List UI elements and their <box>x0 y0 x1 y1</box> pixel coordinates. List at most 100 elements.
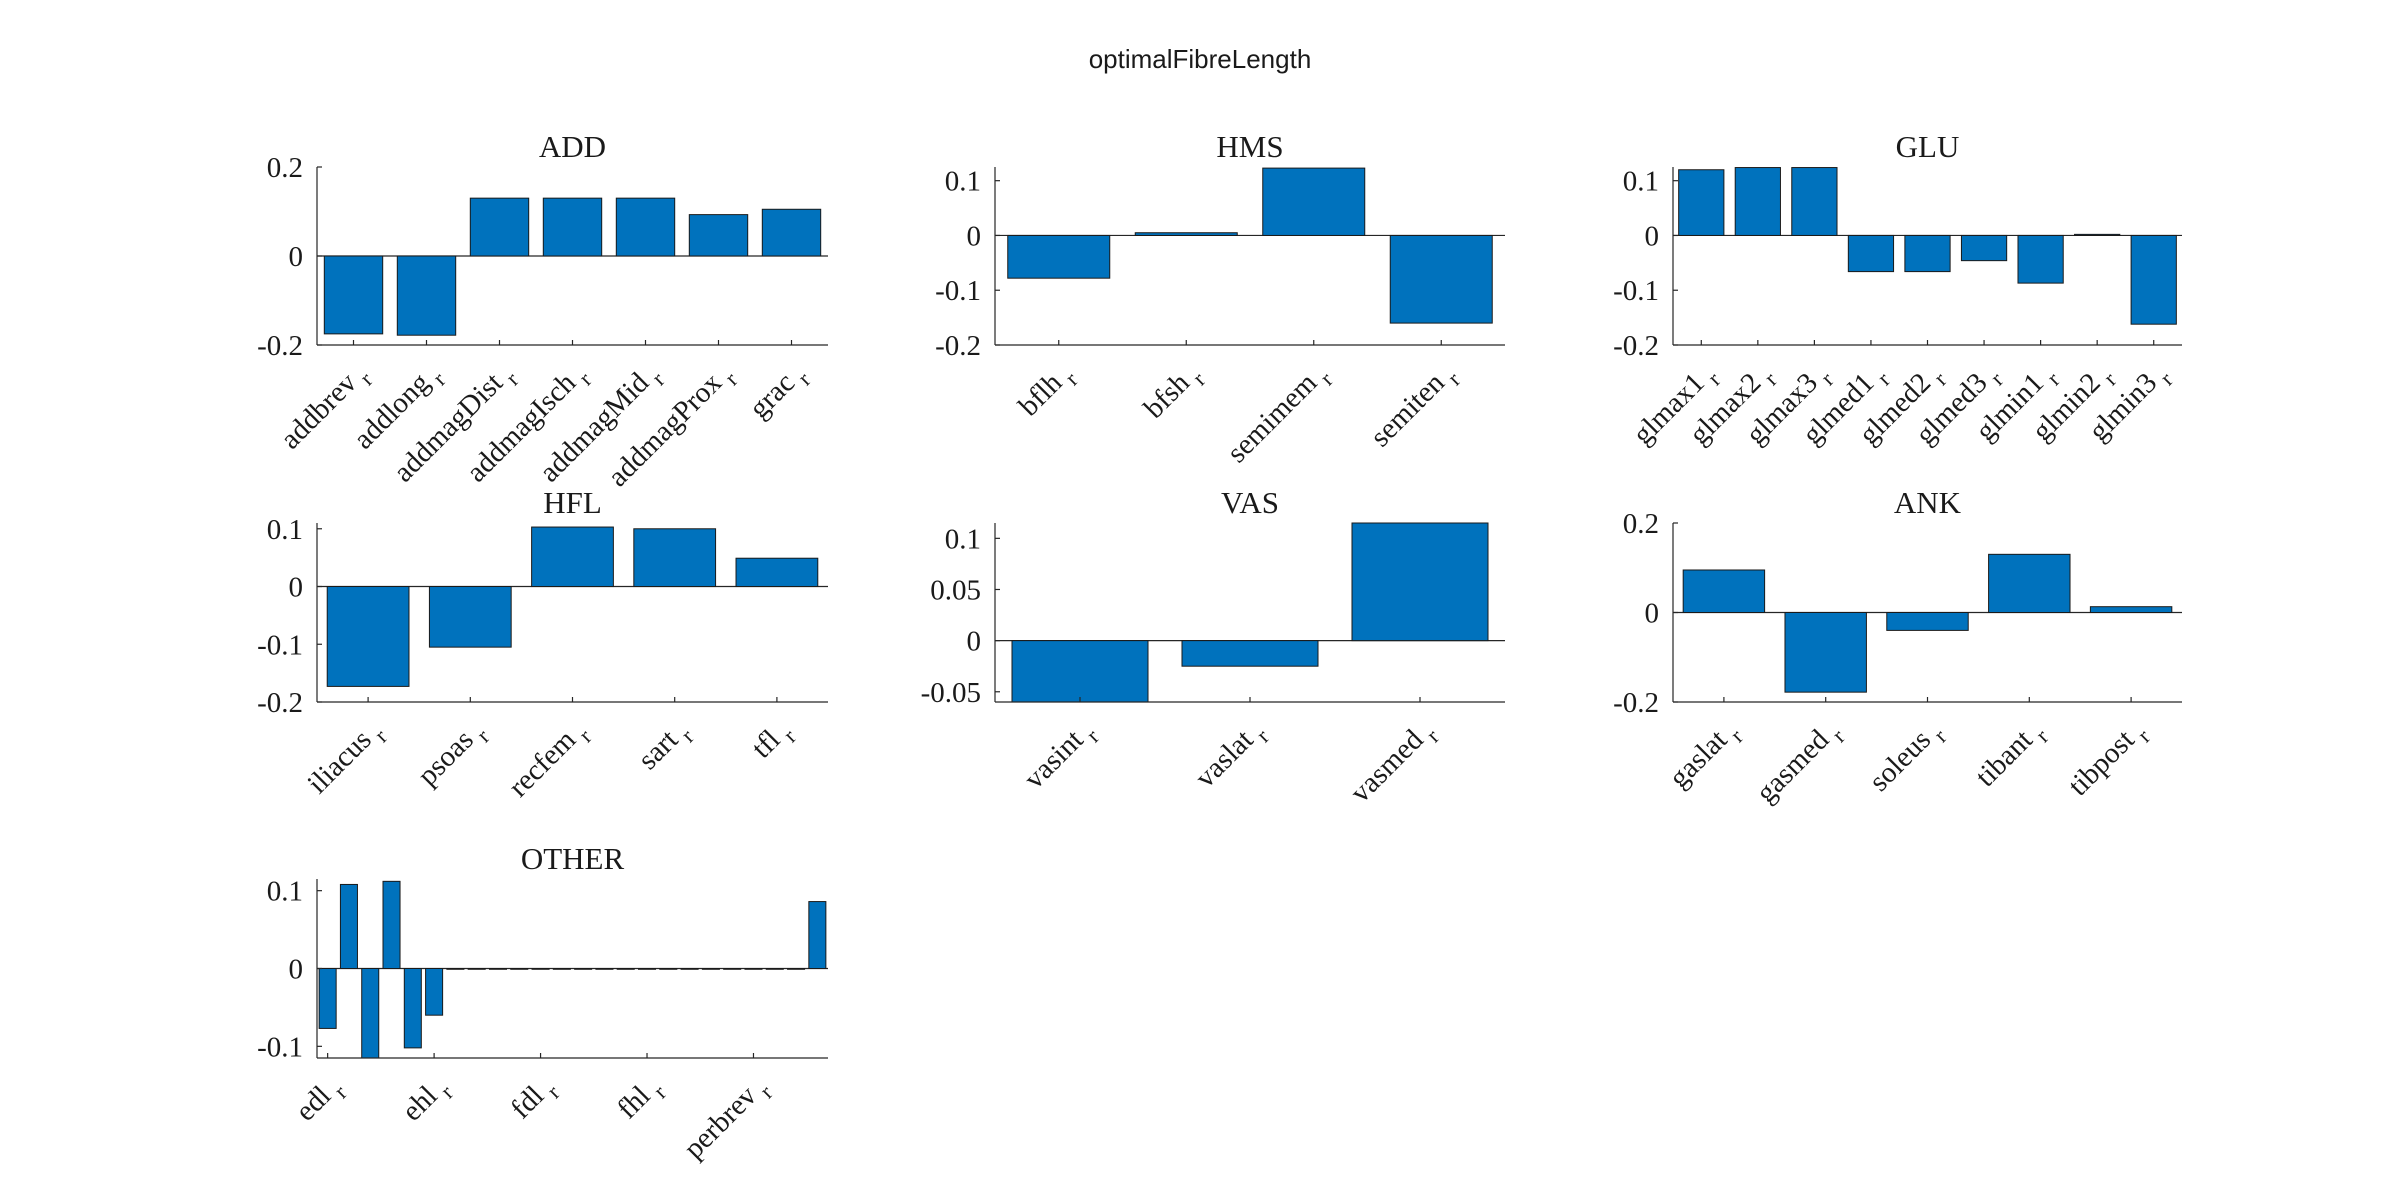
bar-iliacus <box>326 586 410 687</box>
figure-title: optimalFibreLength <box>1088 44 1312 74</box>
bar-tibpost <box>2089 606 2173 613</box>
bar-x3 <box>361 968 380 1059</box>
y-tick-label: 0.1 <box>945 166 981 198</box>
bar-x5 <box>403 968 422 1049</box>
bar-x18 <box>680 968 699 970</box>
bar-addlong <box>396 255 457 336</box>
x-tick-label: tflr <box>746 714 802 770</box>
y-tick-label: -0.05 <box>921 677 981 709</box>
x-tick-label: fdlr <box>505 1070 565 1130</box>
subplot-other: OTHER -0.1 0 0.1 edlr ehlr fdlr fhlr perbrevr <box>257 841 828 1165</box>
y-tick-label: 0.1 <box>267 876 303 908</box>
y-tick-label: -0.1 <box>935 275 981 307</box>
bar-tibant <box>1988 553 2071 614</box>
y-tick-label: 0 <box>289 954 304 986</box>
bar-glmed1 <box>1847 234 1895 273</box>
bar-x9 <box>488 968 507 970</box>
bar-gaslat <box>1682 569 1766 613</box>
bar-glmax2 <box>1734 167 1781 236</box>
x-tick-label: recfemr <box>502 714 596 808</box>
x-tick-label: edlr <box>289 1070 352 1133</box>
bar-addmagMid <box>615 197 676 257</box>
bar-glmin3 <box>2130 234 2177 325</box>
bar-x20 <box>723 968 742 970</box>
y-tick-label: -0.2 <box>257 330 303 362</box>
bar-x22 <box>765 968 784 970</box>
bar-x16 <box>638 968 657 970</box>
bar-x6 <box>425 968 444 1016</box>
bar-bfsh <box>1134 232 1238 236</box>
bar-x7 <box>446 968 465 970</box>
x-tick-label: tibpostr <box>2062 714 2155 807</box>
bar-glmax1 <box>1678 169 1725 236</box>
y-tick-label: 0 <box>289 572 304 604</box>
subplot-glu: GLU-0.2-0.100.1glmax1rglmax2rglmax3rglme… <box>1613 129 2182 453</box>
bar-recfem <box>531 526 614 588</box>
x-tick-label: gaslatr <box>1663 714 1748 799</box>
bar-x12 <box>552 968 571 970</box>
bar-x4 <box>382 880 401 969</box>
y-tick-label: -0.1 <box>1613 275 1659 307</box>
x-tick-label: psoasr <box>412 714 495 797</box>
y-tick-label: -0.2 <box>935 330 981 362</box>
x-tick-label: semimemr <box>1221 357 1338 474</box>
y-tick-label: 0.05 <box>930 574 981 606</box>
bar-glmed3 <box>1960 234 2008 262</box>
y-tick-label: 0 <box>289 241 304 273</box>
y-tick-label: 0.2 <box>267 152 303 184</box>
x-tick-label: bfshr <box>1138 357 1211 430</box>
bar-semimem <box>1262 167 1366 236</box>
bar-vaslat <box>1181 640 1319 667</box>
x-tick-label: vaslatr <box>1189 714 1274 799</box>
y-tick-label: -0.1 <box>257 629 303 661</box>
y-tick-label: 0 <box>967 626 982 658</box>
bar-soleus <box>1886 612 1969 631</box>
y-tick-label: 0.1 <box>945 523 981 555</box>
bar-x21 <box>744 968 763 970</box>
bar-glmin2 <box>2074 233 2121 236</box>
x-tick-label: bflhr <box>1013 357 1084 428</box>
y-tick-label: 0 <box>1645 220 1660 252</box>
bar-x13 <box>574 968 593 970</box>
bar-glmin1 <box>2017 234 2064 284</box>
bar-x19 <box>701 968 720 970</box>
bar-x2 <box>339 883 358 969</box>
bar-semiten <box>1389 234 1493 324</box>
y-tick-label: 0.1 <box>267 514 303 546</box>
bar-x23 <box>787 968 806 970</box>
bar-psoas <box>428 586 512 648</box>
y-tick-label: -0.1 <box>257 1031 303 1063</box>
y-tick-label: 0.2 <box>1623 508 1659 540</box>
x-tick-label: iliacusr <box>301 714 392 805</box>
subplot-hms: HMS -0.2 -0.1 0 0.1 bflhr bfshr semimemr semiten… <box>935 129 1505 474</box>
x-tick-label: glmin3r <box>2083 357 2179 453</box>
x-tick-label: ehlr <box>396 1070 459 1133</box>
bar-grac <box>761 208 822 257</box>
x-tick-label: fhlr <box>611 1070 671 1130</box>
subplot-ank: ANK -0.2 0 0.2 gaslatr gasmedr soleusr tibantr t… <box>1613 485 2182 814</box>
bar-sart <box>633 528 717 588</box>
bar-addbrev <box>323 255 384 335</box>
bar-gasmed <box>1784 612 1867 693</box>
bar-x1 <box>318 968 337 1029</box>
bar-glmed2 <box>1904 234 1951 273</box>
bar-addmagDist <box>469 197 530 257</box>
bar-glmax3 <box>1791 167 1838 236</box>
x-tick-label: vasintr <box>1018 714 1104 800</box>
x-tick-label: vasmedr <box>1344 714 1444 814</box>
subplot-title: ANK <box>1894 485 1962 520</box>
x-tick-label: semitenr <box>1364 357 1465 458</box>
x-tick-label: gasmedr <box>1750 714 1850 814</box>
bar-x14 <box>595 968 614 970</box>
bar-x17 <box>659 968 678 970</box>
bar-bflh <box>1007 234 1111 279</box>
subplot-hfl: HFL -0.2 -0.1 0 0.1 iliacusr psoasr recfemr sart… <box>257 485 828 808</box>
y-tick-label: 0 <box>1645 598 1660 630</box>
bar-x24 <box>808 901 827 970</box>
subplot-title: HMS <box>1216 129 1283 164</box>
bar-addmagProx <box>688 214 749 257</box>
bar-x11 <box>531 968 550 970</box>
bar-vasmed <box>1351 522 1489 642</box>
bar-x10 <box>510 968 529 970</box>
subplot-title: GLU <box>1896 129 1960 164</box>
